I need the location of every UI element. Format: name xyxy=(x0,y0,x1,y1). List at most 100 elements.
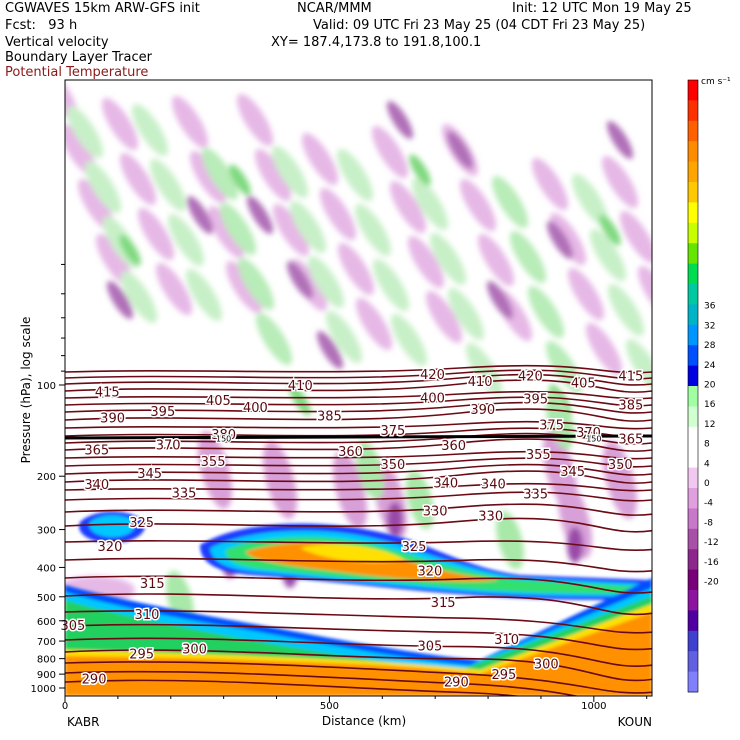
right-endpoint-label: KOUN xyxy=(618,715,652,729)
colorbar-swatch xyxy=(688,467,698,489)
colorbar-swatch xyxy=(688,671,698,693)
colorbar-label: -4 xyxy=(704,499,713,509)
wave-cell xyxy=(325,311,363,363)
theta-contour-label: 295 xyxy=(129,648,154,663)
init-time: Init: 12 UTC Mon 19 May 25 xyxy=(512,1,692,16)
downdraft-core xyxy=(246,195,274,235)
x-tick-label: 500 xyxy=(320,701,339,712)
theta-contour-label: 350 xyxy=(380,458,405,473)
wave-cell xyxy=(607,284,645,336)
wave-cell xyxy=(137,208,175,260)
colorbar-swatch xyxy=(688,630,698,652)
wave-cell xyxy=(459,179,497,231)
wave-cell xyxy=(637,266,652,318)
theta-contour-label: 290 xyxy=(82,672,107,687)
wave-cell xyxy=(189,151,227,203)
theta-contour xyxy=(65,623,652,651)
theta-contour xyxy=(65,517,652,533)
field-boundary-layer-tracer: Boundary Layer Tracer xyxy=(5,50,152,65)
colorbar-units: cm s⁻¹ xyxy=(701,77,731,87)
tropopause-label: 150 xyxy=(586,434,601,443)
plot-frame xyxy=(64,79,653,697)
theta-contour xyxy=(65,427,652,438)
theta-contour-label: 320 xyxy=(98,540,123,555)
theta-contour-label: 390 xyxy=(100,411,125,426)
wave-cell xyxy=(101,98,139,150)
theta-contour xyxy=(65,364,652,374)
wave-cell xyxy=(549,213,587,265)
theta-contour xyxy=(65,540,652,551)
wave-cell xyxy=(625,339,652,391)
y-tick-label: 1000 xyxy=(31,684,56,695)
theta-contour-label: 355 xyxy=(526,448,551,463)
wave-cell xyxy=(307,256,345,308)
colorbar-swatch xyxy=(688,141,698,163)
colorbar-swatch xyxy=(688,508,698,530)
theta-contour xyxy=(65,390,652,400)
theta-contour-label: 315 xyxy=(431,596,456,611)
colorbar-label: 28 xyxy=(704,341,716,351)
y-tick-label: 500 xyxy=(37,593,56,604)
theta-contour xyxy=(65,396,652,407)
theta-contour xyxy=(65,438,652,452)
plume-down xyxy=(557,481,593,559)
tracer-pbl-5 xyxy=(65,612,652,696)
colorbar-swatch xyxy=(688,243,698,265)
downdraft-core xyxy=(386,100,414,140)
field-potential-temperature: Potential Temperature xyxy=(5,65,149,80)
wave-cell xyxy=(237,258,275,310)
theta-contour-label: 330 xyxy=(423,505,448,520)
colorbar-label: -16 xyxy=(704,558,719,568)
field-vertical-velocity: Vertical velocity xyxy=(5,35,109,50)
colorbar-swatch xyxy=(688,202,698,224)
updraft-core xyxy=(289,384,311,416)
theta-contour xyxy=(65,432,652,445)
y-tick-label: 800 xyxy=(37,655,56,666)
wave-cell xyxy=(491,176,529,228)
theta-contour-label: 410 xyxy=(288,379,313,394)
colorbar-frame xyxy=(687,79,699,693)
theta-contour xyxy=(65,401,652,414)
wave-cell xyxy=(371,126,409,178)
colorbar-swatch xyxy=(688,569,698,591)
colorbar-swatch xyxy=(688,182,698,203)
colorbar-swatch xyxy=(688,222,698,244)
theta-contour-label: 305 xyxy=(61,619,86,634)
center-label: NCAR/MMM xyxy=(297,1,372,16)
theta-contour-label: 395 xyxy=(523,393,548,408)
theta-contour-label: 360 xyxy=(338,445,363,460)
wave-cell xyxy=(389,181,427,233)
plume-core xyxy=(387,502,403,538)
colorbar-swatch xyxy=(688,284,698,305)
wave-cell xyxy=(585,323,623,375)
wave-cell xyxy=(236,94,274,146)
theta-contour-label: 345 xyxy=(137,467,162,482)
wave-cell xyxy=(167,214,205,266)
theta-contour-label: 420 xyxy=(420,368,445,383)
theta-contour xyxy=(65,670,581,696)
theta-contour xyxy=(65,557,652,573)
wave-cell xyxy=(84,161,122,213)
upper-gravity-waves xyxy=(65,80,652,416)
colorbar-label: 0 xyxy=(704,479,710,489)
theta-contour xyxy=(65,420,652,430)
theta-contour-label: 305 xyxy=(417,640,442,655)
y-tick-label: 900 xyxy=(37,670,56,681)
colorbar-swatch xyxy=(688,488,698,509)
theta-contour-label: 345 xyxy=(560,465,585,480)
colorbar-swatch xyxy=(688,263,698,285)
potential-temperature-contours xyxy=(65,364,652,696)
x-axis-label: Distance (km) xyxy=(322,714,406,728)
wave-cell xyxy=(390,314,428,366)
updraft-core xyxy=(409,154,431,186)
model-title: CGWAVES 15km ARW-GFS init xyxy=(5,1,200,16)
theta-contour-label: 290 xyxy=(444,675,469,690)
theta-contour xyxy=(65,661,652,694)
colorbar-swatch xyxy=(688,120,698,142)
wave-cell xyxy=(601,156,639,208)
colorbar-label: -12 xyxy=(704,538,719,548)
colorbar-label: -8 xyxy=(704,518,713,528)
theta-contour xyxy=(65,593,652,616)
wave-cell xyxy=(567,268,605,320)
wave-cell xyxy=(155,263,193,315)
